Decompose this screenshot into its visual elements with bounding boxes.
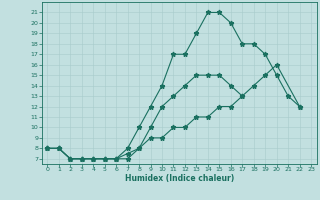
X-axis label: Humidex (Indice chaleur): Humidex (Indice chaleur): [124, 174, 234, 183]
